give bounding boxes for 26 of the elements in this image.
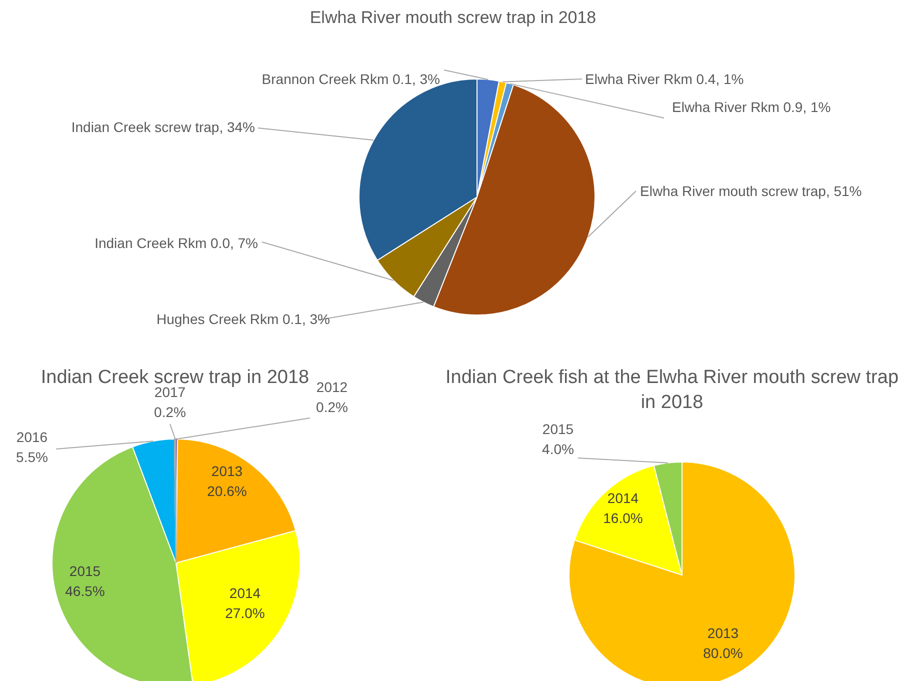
data-label: 80.0% — [703, 645, 743, 661]
chart-title: Elwha River mouth screw trap in 2018 — [308, 7, 598, 29]
slice-label: Elwha River mouth screw trap, 51% — [640, 183, 862, 199]
slice-label: 2014 — [229, 585, 261, 601]
slice-label: Elwha River Rkm 0.4, 1% — [585, 71, 744, 87]
data-label: 0.2% — [154, 404, 186, 420]
slice-label: 2013 — [211, 463, 243, 479]
slice-label: 2012 — [316, 379, 348, 395]
slice-label: 2013 — [707, 625, 739, 641]
slice-label: Indian Creek Rkm 0.0, 7% — [94, 235, 258, 251]
slice-label: Brannon Creek Rkm 0.1, 3% — [262, 71, 440, 87]
slice-label: 2016 — [16, 429, 48, 445]
data-label: 20.6% — [207, 483, 247, 499]
chart-title: Indian Creek fish at the Elwha River mouth screw trap in 2018 — [444, 366, 900, 415]
data-label: 4.0% — [542, 441, 574, 457]
data-label: 0.2% — [316, 399, 348, 415]
slice-label: Indian Creek screw trap, 34% — [71, 119, 255, 135]
data-label: 16.0% — [603, 510, 643, 526]
slice-label: 2015 — [542, 421, 574, 437]
data-label: 46.5% — [65, 583, 105, 599]
slice-label: Hughes Creek Rkm 0.1, 3% — [156, 311, 330, 327]
slice-label: Elwha River Rkm 0.9, 1% — [672, 99, 831, 115]
data-label: 27.0% — [225, 605, 265, 621]
slice-label: 2014 — [607, 490, 639, 506]
slice-label: 2015 — [69, 563, 101, 579]
data-label: 5.5% — [16, 449, 48, 465]
